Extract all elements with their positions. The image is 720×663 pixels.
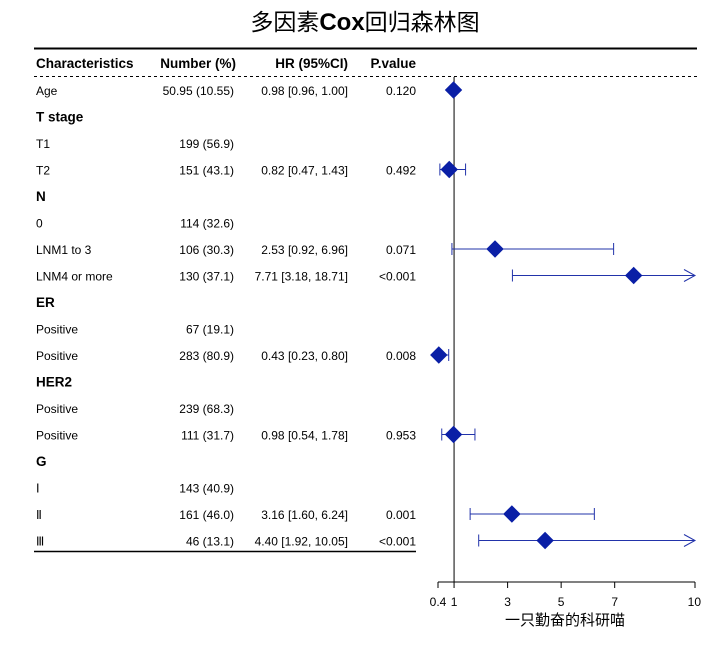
- row-label: LNM4 or more: [36, 270, 113, 284]
- number-cell: 46 (13.1): [186, 535, 234, 549]
- number-cell: 67 (19.1): [186, 323, 234, 337]
- ci-arrow: [683, 534, 697, 547]
- group-label: HER2: [36, 375, 72, 390]
- hr-marker: [624, 266, 643, 285]
- pvalue-cell: <0.001: [379, 535, 416, 549]
- row-label: Positive: [36, 402, 78, 416]
- hr-marker: [440, 160, 458, 179]
- hr-cell: 0.98 [0.96, 1.00]: [261, 84, 348, 98]
- number-cell: 151 (43.1): [179, 164, 234, 178]
- hr-cell: 0.43 [0.23, 0.80]: [261, 349, 348, 363]
- row-label: T1: [36, 137, 50, 151]
- x-tick-label: 1: [451, 595, 458, 609]
- number-cell: 130 (37.1): [179, 270, 234, 284]
- hr-marker: [536, 531, 554, 550]
- col-header-number: Number (%): [160, 56, 236, 71]
- pvalue-cell: 0.492: [386, 164, 416, 178]
- pvalue-cell: 0.008: [386, 349, 416, 363]
- x-tick-label: 10: [688, 595, 702, 609]
- col-header-characteristics: Characteristics: [36, 56, 134, 71]
- pvalue-cell: 0.001: [386, 508, 416, 522]
- x-axis: 0.4 1 3 5 7 10: [430, 581, 702, 609]
- x-tick-label: 7: [611, 595, 618, 609]
- number-cell: 199 (56.9): [179, 137, 234, 151]
- chart-title-prefix: 多因素: [250, 10, 319, 36]
- col-header-hr: HR (95%CI): [275, 56, 348, 71]
- row-label: Ⅲ: [36, 535, 44, 549]
- pvalue-cell: <0.001: [379, 270, 416, 284]
- col-header-pvalue: P.value: [370, 56, 416, 71]
- group-label: ER: [36, 295, 55, 310]
- x-tick-label: 3: [504, 595, 511, 609]
- number-cell: 283 (80.9): [179, 349, 234, 363]
- group-label: N: [36, 189, 46, 204]
- chart-title-bold: Cox: [319, 9, 365, 36]
- number-cell: 161 (46.0): [179, 508, 234, 522]
- hr-cell: 3.16 [1.60, 6.24]: [261, 508, 348, 522]
- chart-title: 多因素Cox回归森林图: [250, 9, 479, 36]
- number-cell: 143 (40.9): [179, 482, 234, 496]
- x-tick-label: 5: [558, 595, 565, 609]
- hr-marker: [486, 240, 504, 258]
- row-label: Positive: [36, 349, 78, 363]
- plot-marks: [430, 77, 697, 582]
- number-cell: 50.95 (10.55): [163, 84, 234, 98]
- pvalue-cell: 0.120: [386, 84, 416, 98]
- hr-marker: [430, 346, 448, 364]
- hr-cell: 4.40 [1.92, 10.05]: [255, 535, 348, 549]
- ci-arrow: [683, 269, 697, 282]
- hr-marker: [503, 505, 521, 523]
- hr-cell: 0.82 [0.47, 1.43]: [261, 164, 348, 178]
- number-cell: 114 (32.6): [180, 217, 234, 231]
- pvalue-cell: 0.071: [386, 243, 416, 257]
- hr-cell: 2.53 [0.92, 6.96]: [261, 243, 348, 257]
- x-axis-label: 一只勤奋的科研喵: [505, 611, 625, 629]
- row-label: LNM1 to 3: [36, 243, 92, 257]
- hr-cell: 7.71 [3.18, 18.71]: [255, 270, 348, 284]
- row-label: T2: [36, 164, 50, 178]
- hr-marker: [444, 81, 463, 99]
- number-cell: 106 (30.3): [179, 243, 234, 257]
- chart-title-suffix: 回归森林图: [365, 10, 480, 36]
- row-label: 0: [36, 217, 43, 231]
- hr-marker: [444, 425, 463, 444]
- row-label: Positive: [36, 323, 78, 337]
- x-tick-label: 0.4: [430, 595, 447, 609]
- row-label: Ⅰ: [36, 482, 40, 496]
- group-label: T stage: [36, 110, 84, 125]
- row-label: Ⅱ: [36, 508, 42, 522]
- row-label: Positive: [36, 429, 78, 443]
- group-label: G: [36, 454, 47, 469]
- hr-cell: 0.98 [0.54, 1.78]: [261, 429, 348, 443]
- row-label: Age: [36, 84, 58, 98]
- number-cell: 239 (68.3): [179, 402, 234, 416]
- number-cell: 111 (31.7): [181, 429, 234, 443]
- pvalue-cell: 0.953: [386, 429, 416, 443]
- table-rows: Age 50.95 (10.55) 0.98 [0.96, 1.00] 0.120 T …: [36, 84, 416, 549]
